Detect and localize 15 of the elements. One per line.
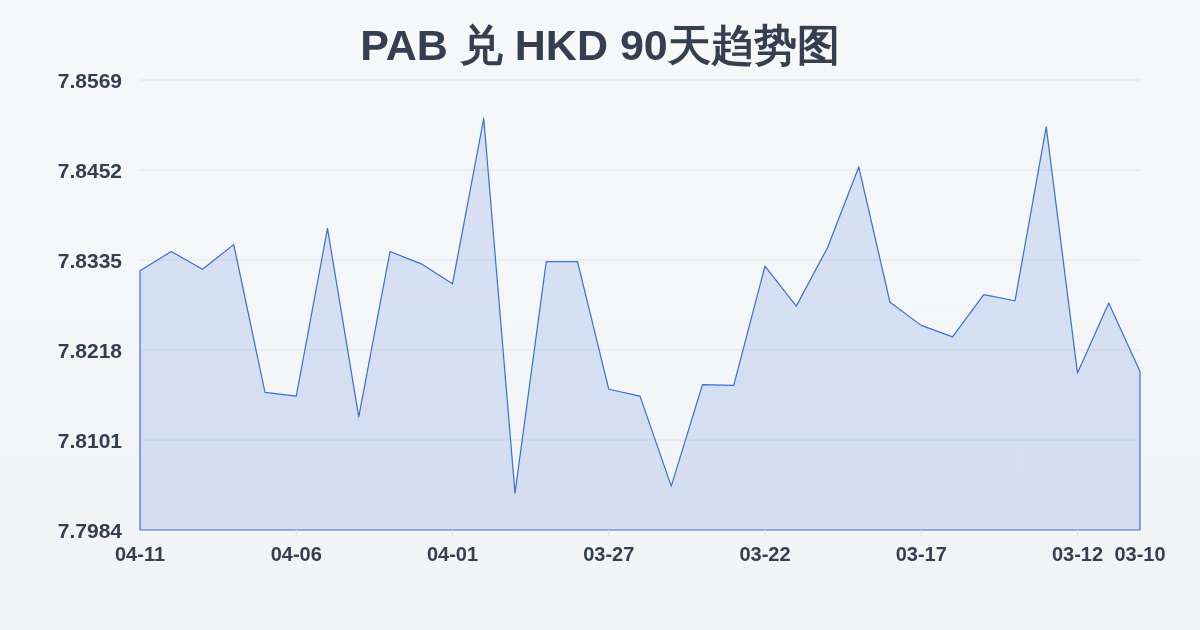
x-tick-label: 04-11	[114, 543, 166, 565]
y-tick-label: 7.8452	[57, 158, 122, 182]
x-tick-label: 04-01	[426, 543, 479, 565]
y-tick-label: 7.8101	[57, 428, 122, 452]
title: PAB 兑 HKD 90天趋势图	[360, 21, 840, 69]
x-tick-label: 03-12	[1051, 543, 1104, 565]
x-tick-label: 03-17	[895, 543, 947, 565]
y-tick-label: 7.7984	[57, 518, 122, 542]
x-tick-label: 03-22	[739, 543, 791, 565]
x-tick-label: 03-10	[1114, 543, 1166, 565]
y-tick-label: 7.8569	[57, 68, 122, 92]
x-tick-label: 04-06	[270, 543, 322, 565]
y-tick-label: 7.8335	[57, 248, 122, 272]
y-tick-label: 7.8218	[57, 338, 122, 362]
x-tick-label: 03-27	[583, 543, 635, 565]
